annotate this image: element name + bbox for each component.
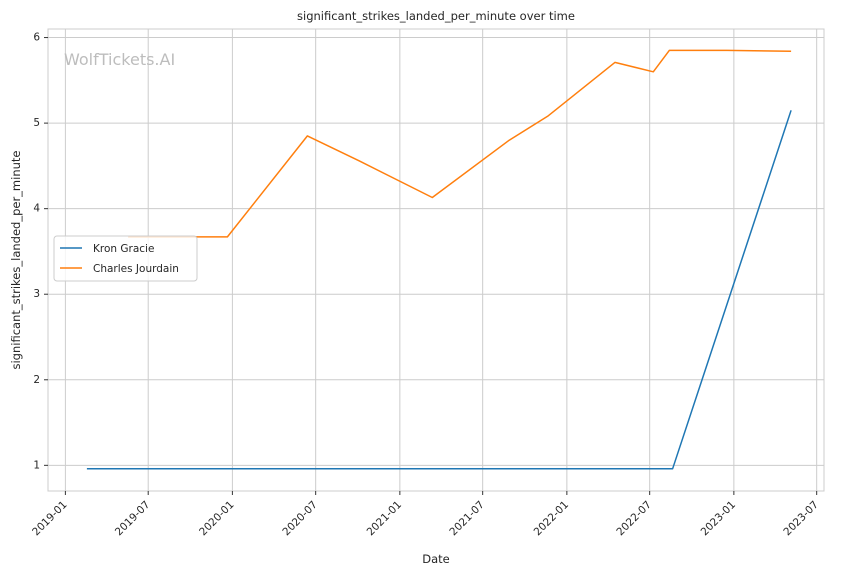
y-tick-label: 3 bbox=[33, 288, 40, 300]
legend-box bbox=[53, 235, 198, 282]
y-axis-title: significant_strikes_landed_per_minute bbox=[9, 151, 23, 370]
x-axis-title: Date bbox=[422, 552, 450, 566]
plot-frame bbox=[47, 28, 825, 492]
y-tick-label: 5 bbox=[33, 117, 40, 129]
y-tick-label: 6 bbox=[33, 32, 40, 44]
y-tick-label: 1 bbox=[33, 459, 40, 471]
chart-title: significant_strikes_landed_per_minute ov… bbox=[297, 9, 575, 23]
legend-label-kron-gracie: Kron Gracie bbox=[93, 243, 154, 255]
series-layer bbox=[86, 49, 792, 470]
legend: Kron Gracie Charles Jourdain bbox=[53, 235, 198, 282]
legend-label-charles-jourdain: Charles Jourdain bbox=[93, 263, 179, 275]
grid-lines bbox=[48, 29, 824, 491]
y-tick-label: 4 bbox=[33, 203, 40, 215]
y-tick-label: 2 bbox=[33, 374, 40, 386]
watermark: WolfTickets.AI bbox=[64, 50, 175, 69]
series-line-charles-jourdain bbox=[128, 49, 792, 238]
y-axis: 1 2 3 4 5 6 bbox=[33, 32, 48, 471]
series-line-kron-gracie bbox=[86, 110, 792, 470]
